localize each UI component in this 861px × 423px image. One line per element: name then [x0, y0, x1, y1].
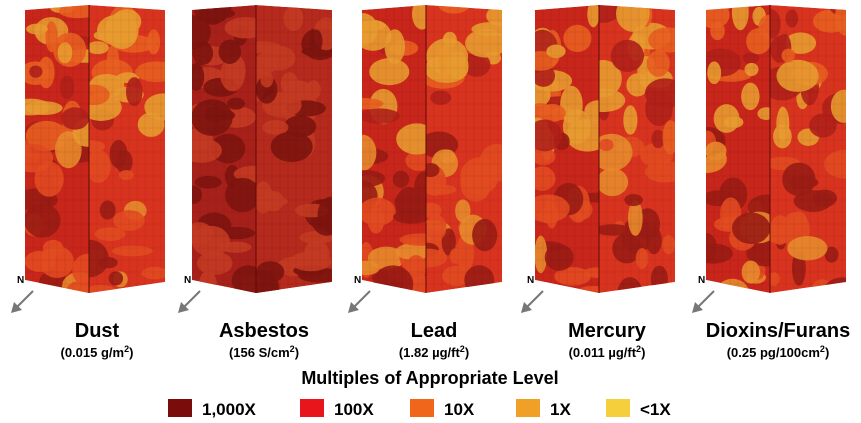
panel-unit: (156 S/cm2) [229, 344, 299, 360]
panel-label: Asbestos [219, 320, 309, 342]
unit-exponent: 2 [124, 344, 129, 354]
legend-swatch [168, 399, 192, 417]
unit-text: (156 S/cm [229, 345, 290, 360]
unit-close: ) [465, 345, 469, 360]
building [535, 5, 675, 293]
compass-arrowhead [692, 302, 703, 313]
unit-exponent: 2 [636, 344, 641, 354]
compass-arrowhead [521, 302, 532, 313]
panel-label: Dioxins/Furans [706, 320, 850, 342]
unit-exponent: 2 [460, 344, 465, 354]
panel-label: Dust [75, 320, 120, 342]
panel-unit: (0.015 g/m2) [61, 344, 134, 360]
unit-close: ) [641, 345, 645, 360]
legend-label: 100X [334, 400, 374, 419]
legend-swatch [300, 399, 324, 417]
compass-arrowhead [178, 302, 189, 313]
unit-exponent: 2 [820, 344, 825, 354]
legend-swatch [410, 399, 434, 417]
legend-label: 10X [444, 400, 475, 419]
building [25, 5, 165, 293]
compass-north: N [354, 275, 361, 286]
panel-unit: (0.011 µg/ft2) [569, 344, 646, 360]
compass-north: N [17, 275, 24, 286]
panel-label: Mercury [568, 320, 647, 342]
building [362, 5, 502, 293]
unit-text: (0.015 g/m [61, 345, 125, 360]
compass-arrowhead [348, 302, 359, 313]
legend-label: 1X [550, 400, 571, 419]
building [192, 5, 332, 293]
unit-close: ) [295, 345, 299, 360]
legend-label: 1,000X [202, 400, 257, 419]
unit-close: ) [825, 345, 829, 360]
legend-label: <1X [640, 400, 671, 419]
panel-unit: (1.82 µg/ft2) [399, 344, 469, 360]
unit-text: (1.82 µg/ft [399, 345, 461, 360]
unit-close: ) [129, 345, 133, 360]
building [706, 5, 846, 293]
panel-unit: (0.25 pg/100cm2) [727, 344, 830, 360]
compass-north: N [184, 275, 191, 286]
panel-label: Lead [411, 320, 458, 342]
unit-text: (0.25 pg/100cm [727, 345, 820, 360]
compass-north: N [527, 275, 534, 286]
legend-title: Multiples of Appropriate Level [301, 368, 558, 388]
compass-north: N [698, 275, 705, 286]
unit-text: (0.011 µg/ft [569, 345, 637, 360]
unit-exponent: 2 [290, 344, 295, 354]
compass-arrowhead [11, 302, 22, 313]
legend-swatch [606, 399, 630, 417]
legend-swatch [516, 399, 540, 417]
